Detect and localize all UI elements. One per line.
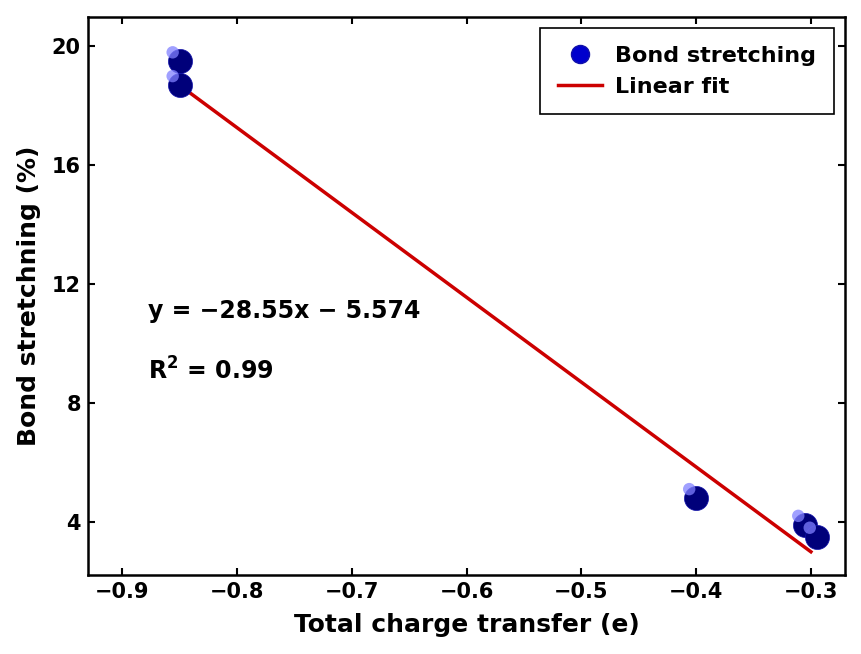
- Point: [689, 493, 703, 504]
- Point: [165, 71, 179, 81]
- Linear fit: [746, 504, 756, 512]
- Text: y = −28.55x − 5.574: y = −28.55x − 5.574: [148, 300, 420, 323]
- Text: $\mathbf{R^2}$ = 0.99: $\mathbf{R^2}$ = 0.99: [148, 358, 274, 385]
- Legend: Bond stretching, Linear fit: Bond stretching, Linear fit: [539, 27, 833, 114]
- Point: [172, 80, 186, 90]
- Linear fit: [177, 83, 187, 91]
- Point: [165, 47, 179, 58]
- Linear fit: [561, 367, 571, 375]
- Y-axis label: Bond stretchning (%): Bond stretchning (%): [16, 146, 40, 446]
- X-axis label: Total charge transfer (e): Total charge transfer (e): [294, 613, 639, 638]
- Line: Linear fit: Linear fit: [179, 85, 810, 552]
- Point: [172, 56, 186, 67]
- Linear fit: [706, 475, 716, 483]
- Linear fit: [549, 359, 560, 367]
- Point: [797, 519, 811, 530]
- Point: [682, 484, 696, 494]
- Point: [790, 511, 804, 521]
- Linear fit: [548, 358, 558, 366]
- Linear fit: [805, 548, 815, 556]
- Linear fit: [174, 81, 184, 89]
- Point: [808, 532, 822, 542]
- Point: [802, 523, 815, 533]
